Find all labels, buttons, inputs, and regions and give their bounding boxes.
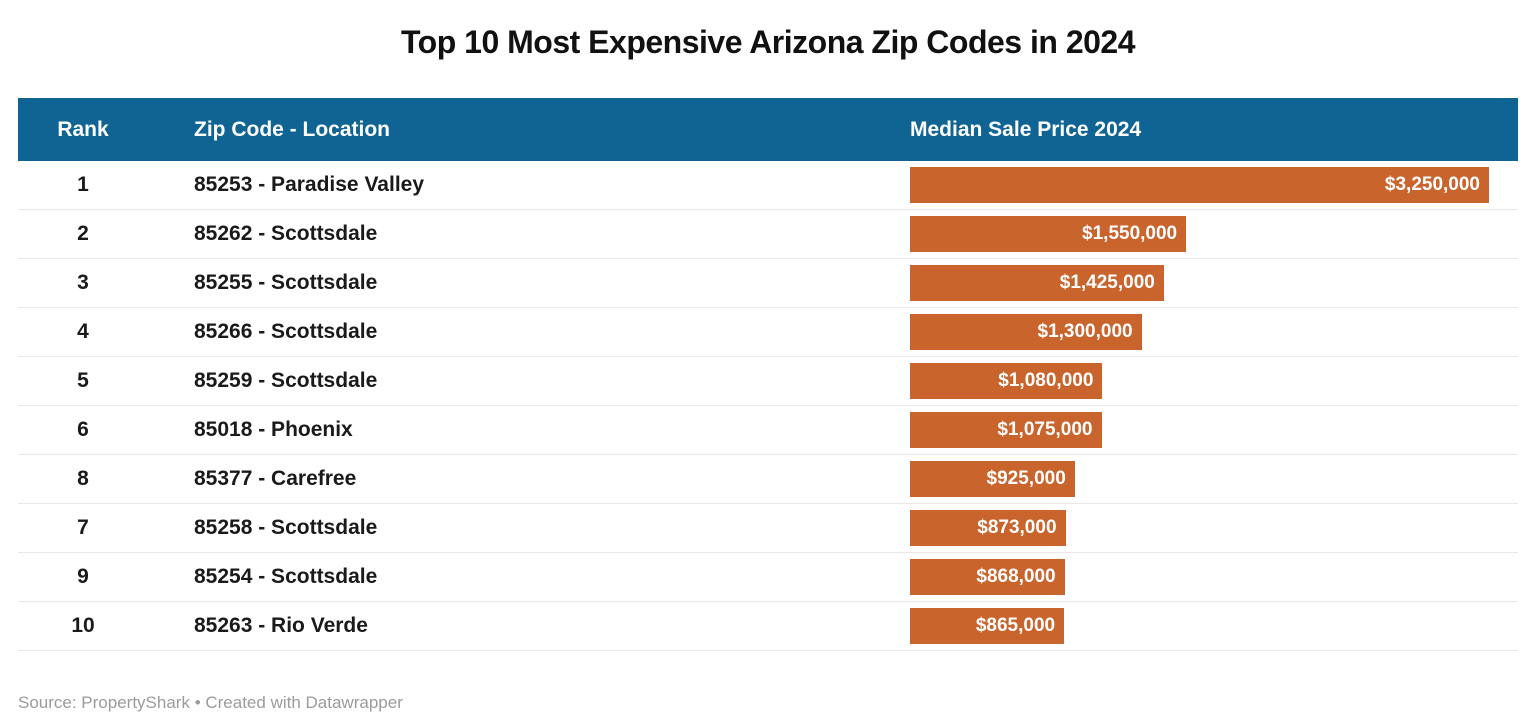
price-bar: $873,000 [910,510,1066,546]
price-bar-cell: $868,000 [910,559,1518,595]
price-bar: $865,000 [910,608,1065,644]
price-bar-cell: $1,550,000 [910,216,1518,252]
price-bar-label: $1,425,000 [1059,272,1155,293]
rank-value: 3 [77,271,89,294]
source-attribution: Source: PropertyShark • Created with Dat… [18,693,403,712]
price-bar: $1,300,000 [910,314,1142,350]
zip-location-value: 85266 - Scottsdale [194,320,378,343]
table-header-row: Rank Zip Code - Location Median Sale Pri… [18,98,1518,161]
rank-value: 2 [77,222,89,245]
rank-value: 9 [77,565,89,588]
price-bar-cell: $873,000 [910,510,1518,546]
rank-value: 10 [71,614,95,637]
price-bar-cell: $1,300,000 [910,314,1518,350]
table-row: 10 85263 - Rio Verde $865,000 [18,602,1518,651]
table-row: 3 85255 - Scottsdale $1,425,000 [18,259,1518,308]
table-body: 1 85253 - Paradise Valley $3,250,000 2 8… [18,161,1518,651]
rank-value: 7 [77,516,89,539]
zip-location-value: 85377 - Carefree [194,467,357,490]
price-bar-cell: $3,250,000 [910,167,1518,203]
table-row: 2 85262 - Scottsdale $1,550,000 [18,210,1518,259]
table-row: 1 85253 - Paradise Valley $3,250,000 [18,161,1518,210]
price-bar: $1,425,000 [910,265,1164,301]
price-bar-cell: $1,075,000 [910,412,1518,448]
zip-location-value: 85018 - Phoenix [194,418,353,441]
price-bar-label: $1,550,000 [1082,223,1178,244]
table-row: 8 85377 - Carefree $925,000 [18,455,1518,504]
zip-location-value: 85254 - Scottsdale [194,565,378,588]
table-row: 5 85259 - Scottsdale $1,080,000 [18,357,1518,406]
zip-location-value: 85263 - Rio Verde [194,614,368,637]
zip-location-value: 85253 - Paradise Valley [194,173,425,196]
table-row: 6 85018 - Phoenix $1,075,000 [18,406,1518,455]
price-bar: $1,080,000 [910,363,1103,399]
price-bar-cell: $1,425,000 [910,265,1518,301]
price-bar-label: $868,000 [976,566,1056,587]
column-header-rank: Rank [57,117,109,141]
price-bar-label: $865,000 [975,615,1056,636]
price-bar-cell: $865,000 [910,608,1518,644]
table-row: 7 85258 - Scottsdale $873,000 [18,504,1518,553]
price-bar: $1,550,000 [910,216,1187,252]
rank-value: 5 [77,369,89,392]
rank-value: 4 [77,320,89,343]
price-bar: $3,250,000 [910,167,1489,203]
table-row: 9 85254 - Scottsdale $868,000 [18,553,1518,602]
table-row: 4 85266 - Scottsdale $1,300,000 [18,308,1518,357]
price-bar-label: $873,000 [977,517,1057,538]
zip-location-value: 85259 - Scottsdale [194,369,378,392]
column-header-location: Zip Code - Location [194,117,390,141]
price-bar: $925,000 [910,461,1075,497]
rank-value: 6 [77,418,89,441]
price-bar-cell: $1,080,000 [910,363,1518,399]
price-bar-label: $1,080,000 [998,370,1094,391]
zip-location-value: 85255 - Scottsdale [194,271,378,294]
rank-value: 1 [77,173,89,196]
price-bar: $1,075,000 [910,412,1102,448]
price-bar-label: $1,075,000 [997,419,1093,440]
price-bar-label: $3,250,000 [1384,174,1480,195]
price-bar-cell: $925,000 [910,461,1518,497]
price-bar-label: $1,300,000 [1037,321,1133,342]
price-bar: $868,000 [910,559,1065,595]
zip-location-value: 85258 - Scottsdale [194,516,378,539]
zip-location-value: 85262 - Scottsdale [194,222,378,245]
rank-value: 8 [77,467,89,490]
price-bar-label: $925,000 [986,468,1066,489]
chart-title: Top 10 Most Expensive Arizona Zip Codes … [400,24,1136,60]
column-header-price: Median Sale Price 2024 [910,117,1142,141]
